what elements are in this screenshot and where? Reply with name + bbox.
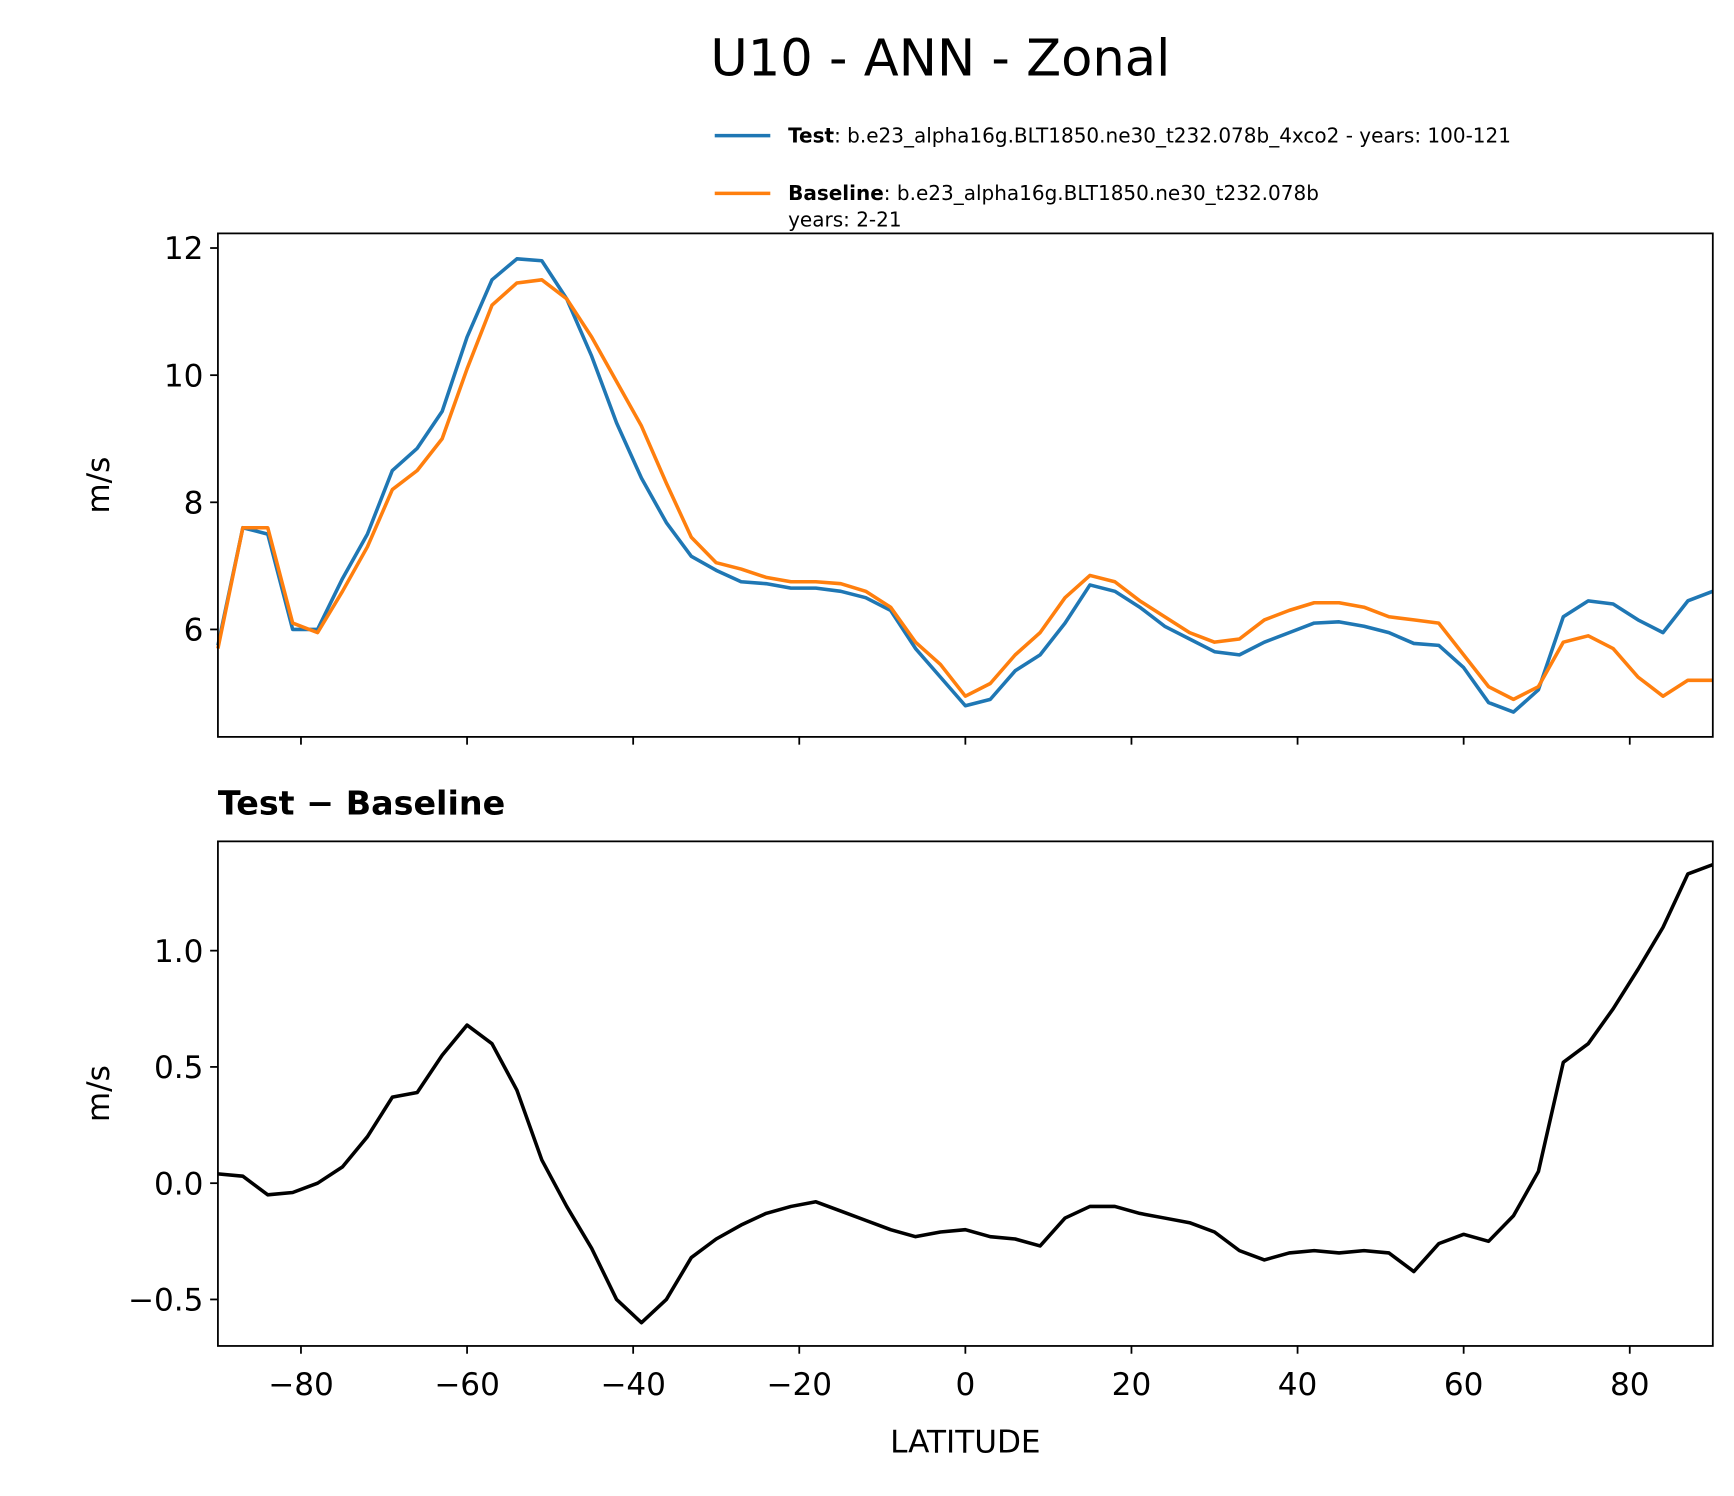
x-tick-label: −80 bbox=[268, 1367, 334, 1403]
y-tick-label: 12 bbox=[164, 231, 204, 267]
axes-frame bbox=[217, 232, 1714, 738]
legend-entry: Baseline: b.e23_alpha16g.BLT1850.ne30_t2… bbox=[788, 181, 1319, 232]
data-line bbox=[216, 278, 1713, 702]
x-tick-label: 40 bbox=[1278, 1367, 1318, 1403]
legend-entry: Test: b.e23_alpha16g.BLT1850.ne30_t232.0… bbox=[788, 123, 1511, 147]
x-tick-label: 20 bbox=[1112, 1367, 1152, 1403]
y-tick-label: 10 bbox=[164, 358, 204, 394]
legend-name: Baseline bbox=[788, 181, 884, 205]
y-axis-label: m/s bbox=[81, 457, 117, 514]
chart-title: U10 - ANN - Zonal bbox=[710, 30, 1170, 89]
y-tick-label: 6 bbox=[184, 613, 204, 649]
y-tick-label: 8 bbox=[184, 485, 204, 521]
data-line bbox=[216, 257, 1714, 714]
x-tick-label: 80 bbox=[1610, 1367, 1650, 1403]
axes-frame bbox=[217, 840, 1714, 1347]
x-tick-label: −20 bbox=[766, 1367, 832, 1403]
legend-label: years: 2-21 bbox=[788, 208, 902, 232]
legend-label: : b.e23_alpha16g.BLT1850.ne30_t232.078b bbox=[884, 181, 1319, 205]
y-tick-label: −0.5 bbox=[128, 1283, 204, 1319]
x-tick-label: −60 bbox=[434, 1367, 500, 1403]
y-axis-label: m/s bbox=[81, 1065, 117, 1122]
y-tick-label: 0.0 bbox=[154, 1166, 203, 1202]
data-line bbox=[217, 862, 1714, 1325]
y-tick-label: 1.0 bbox=[154, 934, 203, 970]
x-axis-label: LATITUDE bbox=[890, 1425, 1040, 1461]
x-tick-label: 60 bbox=[1444, 1367, 1484, 1403]
x-tick-label: 0 bbox=[955, 1367, 975, 1403]
legend-name: Test bbox=[788, 123, 834, 147]
legend-label: : b.e23_alpha16g.BLT1850.ne30_t232.078b_… bbox=[834, 123, 1511, 147]
x-tick-label: −40 bbox=[600, 1367, 666, 1403]
y-tick-label: 0.5 bbox=[154, 1050, 203, 1086]
subplot-title: Test − Baseline bbox=[218, 784, 505, 823]
